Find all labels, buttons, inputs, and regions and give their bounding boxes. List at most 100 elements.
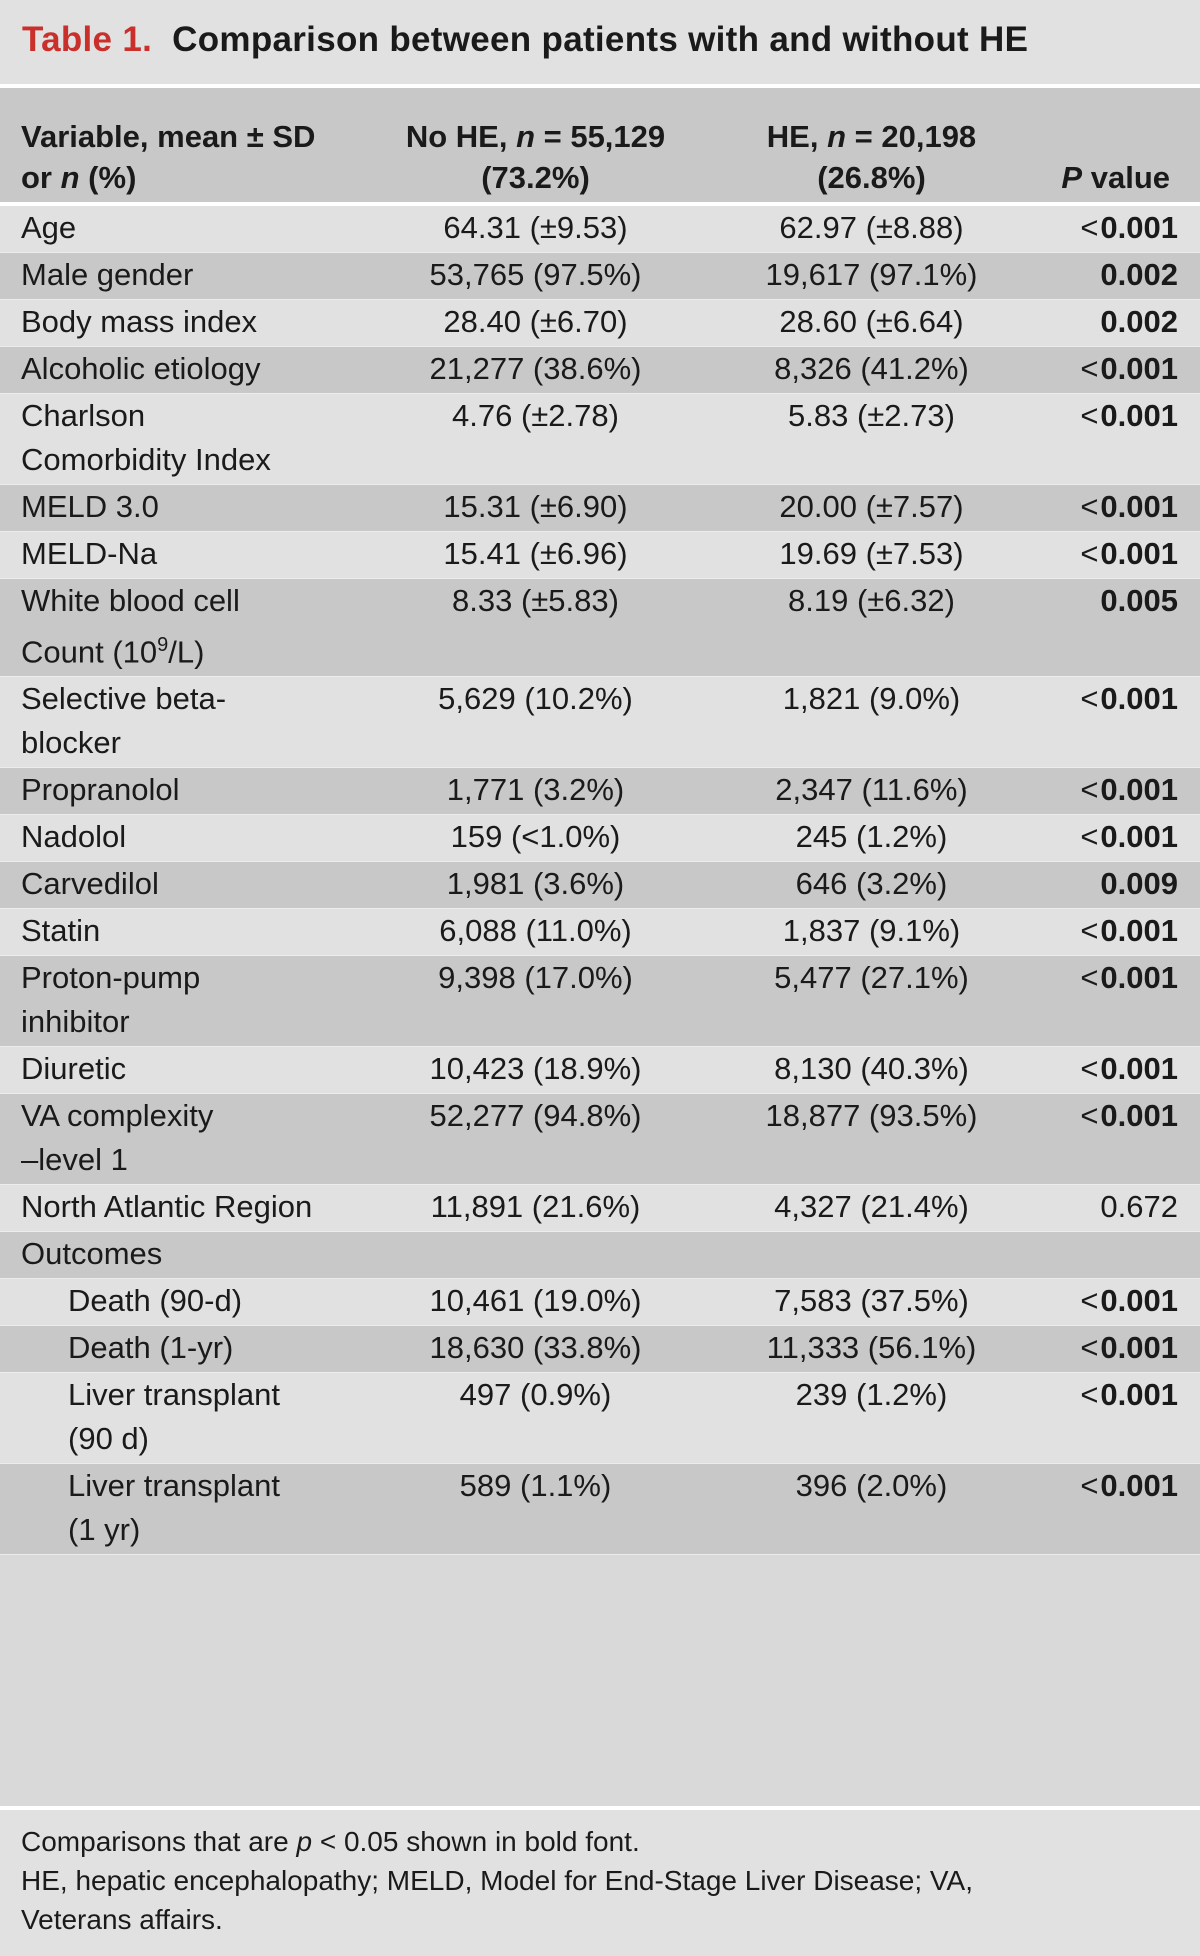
- cell-variable: MELD-Na: [0, 531, 368, 579]
- cell-he: 19.69 (±7.53): [703, 531, 1040, 579]
- cell-p-value: <0.001: [1040, 1046, 1200, 1095]
- cell-p-value: <0.001: [1040, 676, 1200, 769]
- cell-no-he: 18,630 (33.8%): [368, 1325, 703, 1374]
- cell-p-value: 0.002: [1040, 299, 1200, 347]
- cell-he: 5.83 (±2.73): [703, 393, 1040, 485]
- cell-no-he: 6,088 (11.0%): [368, 908, 703, 957]
- table-row: Selective beta-blocker 5,629 (10.2%) 1,821…: [0, 676, 1200, 769]
- cell-no-he: 10,461 (19.0%): [368, 1278, 703, 1327]
- table-row: Alcoholic etiology 21,277 (38.6%) 8,326 (4…: [0, 346, 1200, 394]
- cell-he: 396 (2.0%): [703, 1463, 1040, 1556]
- table-row: Male gender 53,765 (97.5%) 19,617 (97.1%) 0…: [0, 252, 1200, 300]
- table-row: Carvedilol 1,981 (3.6%) 646 (3.2%) 0.009: [0, 861, 1200, 910]
- cell-he: 19,617 (97.1%): [703, 252, 1040, 300]
- cell-he: 62.97 (±8.88): [703, 204, 1040, 253]
- cell-p-value: <0.001: [1040, 204, 1200, 253]
- cell-variable: MELD 3.0: [0, 484, 368, 532]
- cell-p-value: <0.001: [1040, 1093, 1200, 1186]
- header-no-he: No HE, n = 55,129 (73.2%): [368, 88, 703, 206]
- cell-p-value: <0.001: [1040, 1463, 1200, 1556]
- footnote-line-3: Veterans affairs.: [21, 1904, 223, 1935]
- cell-variable: North Atlantic Region: [0, 1184, 368, 1233]
- table-title: Comparison between patients with and wit…: [172, 20, 1029, 59]
- cell-variable: Diuretic: [0, 1046, 368, 1095]
- cell-variable: VA complexity –level 1: [0, 1093, 368, 1186]
- cell-p-value: <0.001: [1040, 955, 1200, 1048]
- cell-no-he: 11,891 (21.6%): [368, 1184, 703, 1233]
- cell-variable: Death (1-yr): [0, 1325, 368, 1374]
- table-label: Table 1.: [22, 20, 153, 59]
- cell-he: 2,347 (11.6%): [703, 767, 1040, 816]
- cell-no-he: 64.31 (±9.53): [368, 204, 703, 253]
- cell-he: 11,333 (56.1%): [703, 1325, 1040, 1374]
- cell-no-he: 53,765 (97.5%): [368, 252, 703, 300]
- cell-he: 28.60 (±6.64): [703, 299, 1040, 347]
- table-row: Proton-pump inhibitor 9,398 (17.0%) 5,477 (…: [0, 955, 1200, 1048]
- cell-p-value: 0.005: [1040, 578, 1200, 678]
- table-title-bar: Table 1. Comparison between patients with…: [0, 0, 1200, 88]
- header-he: HE, n = 20,198 (26.8%): [703, 88, 1040, 206]
- cell-he: 8,326 (41.2%): [703, 346, 1040, 394]
- cell-p-value: <0.001: [1040, 346, 1200, 394]
- cell-no-he: 10,423 (18.9%): [368, 1046, 703, 1095]
- header-p-value: P value: [1040, 88, 1200, 206]
- cell-variable: Statin: [0, 908, 368, 957]
- cell-variable: Proton-pump inhibitor: [0, 955, 368, 1048]
- cell-variable: Outcomes: [0, 1231, 368, 1280]
- table-footnote: Comparisons that are p < 0.05 shown in b…: [0, 1806, 1200, 1956]
- table-row: Age 64.31 (±9.53) 62.97 (±8.88) <0.001: [0, 204, 1200, 253]
- cell-variable: Age: [0, 204, 368, 253]
- cell-he: 8.19 (±6.32): [703, 578, 1040, 678]
- cell-he: [703, 1231, 1040, 1280]
- cell-p-value: <0.001: [1040, 393, 1200, 485]
- cell-no-he: 1,771 (3.2%): [368, 767, 703, 816]
- cell-no-he: 15.31 (±6.90): [368, 484, 703, 532]
- cell-variable: Male gender: [0, 252, 368, 300]
- table-row: Liver transplant (1 yr) 589 (1.1%) 396 (2.0…: [0, 1463, 1200, 1556]
- cell-he: 5,477 (27.1%): [703, 955, 1040, 1048]
- cell-he: 1,837 (9.1%): [703, 908, 1040, 957]
- table-row: Statin 6,088 (11.0%) 1,837 (9.1%) <0.001: [0, 908, 1200, 957]
- cell-no-he: 497 (0.9%): [368, 1372, 703, 1465]
- cell-he: 20.00 (±7.57): [703, 484, 1040, 532]
- table-body: Age 64.31 (±9.53) 62.97 (±8.88) <0.001 Male …: [0, 204, 1200, 1556]
- cell-no-he: 8.33 (±5.83): [368, 578, 703, 678]
- table-row: MELD 3.0 15.31 (±6.90) 20.00 (±7.57) <0.001: [0, 484, 1200, 532]
- cell-no-he: 1,981 (3.6%): [368, 861, 703, 910]
- cell-p-value: <0.001: [1040, 767, 1200, 816]
- cell-no-he: 9,398 (17.0%): [368, 955, 703, 1048]
- table-row: MELD-Na 15.41 (±6.96) 19.69 (±7.53) <0.001: [0, 531, 1200, 579]
- cell-he: 646 (3.2%): [703, 861, 1040, 910]
- footnote-line-1: Comparisons that are p < 0.05 shown in b…: [21, 1826, 640, 1857]
- cell-he: 239 (1.2%): [703, 1372, 1040, 1465]
- cell-he: 8,130 (40.3%): [703, 1046, 1040, 1095]
- cell-variable: Liver transplant (1 yr): [0, 1463, 368, 1556]
- cell-p-value: <0.001: [1040, 908, 1200, 957]
- comparison-table: Variable, mean ± SD or n (%) No HE, n = …: [0, 88, 1200, 1556]
- cell-p-value: <0.001: [1040, 1372, 1200, 1465]
- table-row: Nadolol 159 (<1.0%) 245 (1.2%) <0.001: [0, 814, 1200, 863]
- table-row: Propranolol 1,771 (3.2%) 2,347 (11.6%) <0.0…: [0, 767, 1200, 816]
- cell-p-value: 0.672: [1040, 1184, 1200, 1233]
- cell-no-he: 4.76 (±2.78): [368, 393, 703, 485]
- cell-no-he: 21,277 (38.6%): [368, 346, 703, 394]
- cell-p-value: <0.001: [1040, 1278, 1200, 1327]
- cell-p-value: <0.001: [1040, 814, 1200, 863]
- section-row: Outcomes: [0, 1231, 1200, 1280]
- table-row: Body mass index 28.40 (±6.70) 28.60 (±6.64…: [0, 299, 1200, 347]
- cell-p-value: [1040, 1231, 1200, 1280]
- cell-p-value: <0.001: [1040, 484, 1200, 532]
- cell-p-value: 0.009: [1040, 861, 1200, 910]
- cell-p-value: <0.001: [1040, 1325, 1200, 1374]
- table-row: Death (1-yr) 18,630 (33.8%) 11,333 (56.1%)…: [0, 1325, 1200, 1374]
- cell-variable: Propranolol: [0, 767, 368, 816]
- table-row: VA complexity –level 1 52,277 (94.8%) 18,87…: [0, 1093, 1200, 1186]
- cell-p-value: <0.001: [1040, 531, 1200, 579]
- footnote-line-2: HE, hepatic encephalopathy; MELD, Model …: [21, 1865, 973, 1896]
- cell-he: 245 (1.2%): [703, 814, 1040, 863]
- cell-no-he: 15.41 (±6.96): [368, 531, 703, 579]
- cell-he: 1,821 (9.0%): [703, 676, 1040, 769]
- table-row: Diuretic 10,423 (18.9%) 8,130 (40.3%) <0.00…: [0, 1046, 1200, 1095]
- cell-he: 7,583 (37.5%): [703, 1278, 1040, 1327]
